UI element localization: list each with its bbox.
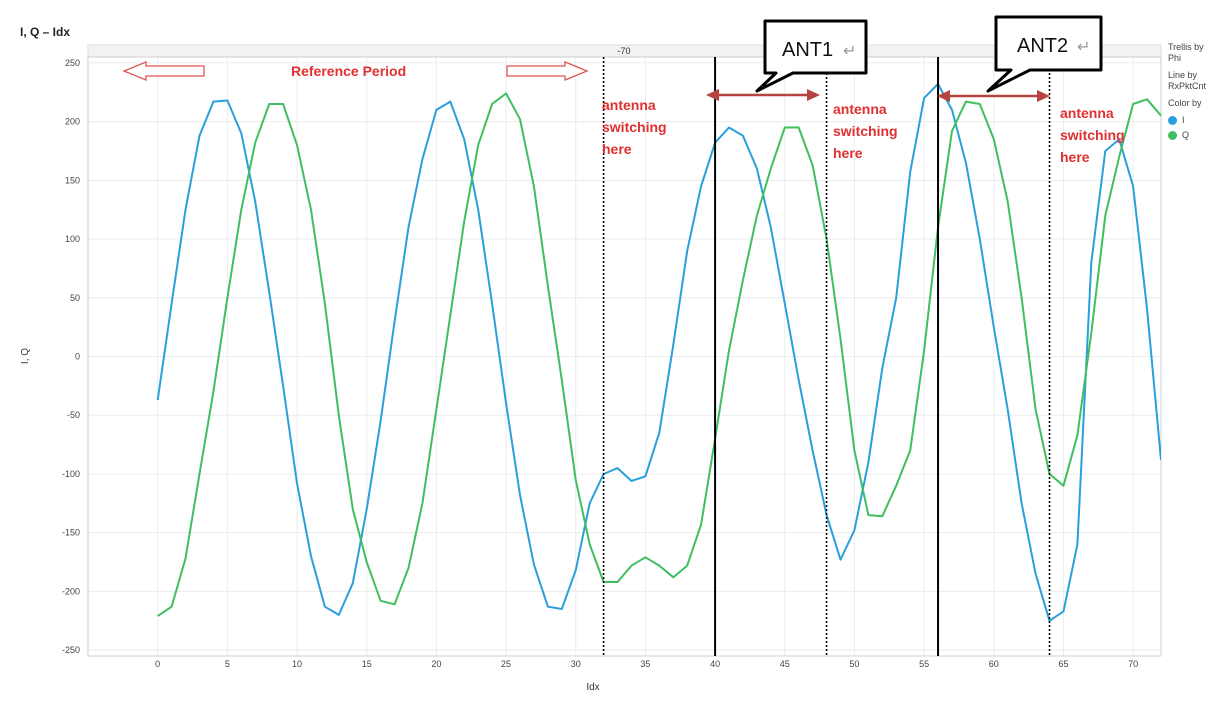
- ant1-label: ANT1: [782, 39, 833, 61]
- y-tick-label: -100: [62, 469, 80, 479]
- legend-color-label: Color by: [1168, 98, 1202, 108]
- y-tick-label: -150: [62, 528, 80, 538]
- antenna-switch-lines: [602, 57, 1051, 656]
- x-tick-label: 45: [780, 659, 790, 669]
- x-tick-label: 60: [989, 659, 999, 669]
- legend-color: Color by: [1168, 98, 1206, 109]
- x-tick-label: 10: [292, 659, 302, 669]
- y-tick-label: 250: [65, 58, 80, 68]
- x-tick-label: 20: [431, 659, 441, 669]
- return-glyph-icon: ↵: [843, 41, 856, 60]
- legend-item-q[interactable]: Q: [1168, 130, 1206, 141]
- x-tick-label: 65: [1058, 659, 1068, 669]
- legend-dot-q-icon: [1168, 131, 1177, 140]
- x-tick-label: 0: [155, 659, 160, 669]
- chart-title: I, Q – Idx: [20, 25, 70, 39]
- legend-item-i[interactable]: I: [1168, 115, 1206, 126]
- x-tick-label: 5: [225, 659, 230, 669]
- legend-trellis-label: Trellis by: [1168, 42, 1204, 52]
- y-tick-label: 200: [65, 117, 80, 127]
- x-tick-labels: 0 5 10 15 20 25 30 35 40 45 50 55 60 65 70: [155, 659, 1138, 669]
- series-line-q: [157, 92, 1161, 617]
- x-axis-label: Idx: [586, 682, 599, 693]
- return-glyph-icon: ↵: [1077, 37, 1090, 56]
- legend-line-value: RxPktCnt: [1168, 81, 1207, 91]
- y-tick-label: 0: [75, 352, 80, 362]
- y-tick-label: -200: [62, 586, 80, 596]
- x-tick-label: 30: [571, 659, 581, 669]
- reference-period-label: Reference Period: [291, 63, 406, 79]
- x-tick-label: 15: [362, 659, 372, 669]
- y-tick-label: 50: [70, 293, 80, 303]
- ant1-callout: [755, 19, 868, 93]
- y-tick-label: 150: [65, 175, 80, 185]
- legend: Trellis by Phi Line by RxPktCnt Color by…: [1168, 42, 1206, 145]
- legend-line-label: Line by: [1168, 70, 1198, 80]
- y-tick-labels: 250 200 150 100 50 0 -50 -100 -150 -200 -250: [62, 58, 80, 655]
- x-tick-label: 35: [640, 659, 650, 669]
- antenna-switching-label-1: antenna switching here: [602, 97, 670, 157]
- y-axis-label: I, Q: [20, 348, 31, 364]
- legend-item-i-label: I: [1182, 115, 1185, 125]
- legend-line: Line by RxPktCnt: [1168, 70, 1206, 92]
- ant1-span-arrow-icon: [706, 89, 820, 101]
- reference-right-arrow-icon: [506, 61, 589, 81]
- legend-item-q-label: Q: [1182, 130, 1190, 140]
- series-lines: [156, 83, 1161, 622]
- plot-frame: [87, 56, 1162, 657]
- panel-label: -70: [617, 46, 630, 56]
- x-tick-label: 50: [849, 659, 859, 669]
- x-tick-label: 55: [919, 659, 929, 669]
- antenna-switching-label-2: antenna switching here: [833, 101, 901, 161]
- legend-trellis: Trellis by Phi: [1168, 42, 1206, 64]
- ant2-span-arrow-icon: [937, 90, 1050, 102]
- legend-trellis-value: Phi: [1168, 53, 1182, 63]
- reference-left-arrow-icon: [122, 61, 205, 81]
- series-line-i: [156, 83, 1161, 622]
- ant2-callout: [986, 15, 1103, 93]
- y-tick-label: -50: [67, 410, 80, 420]
- y-tick-label: 100: [65, 234, 80, 244]
- legend-dot-i-icon: [1168, 116, 1177, 125]
- x-tick-label: 25: [501, 659, 511, 669]
- y-tick-label: -250: [62, 645, 80, 655]
- x-tick-label: 70: [1128, 659, 1138, 669]
- ant2-label: ANT2: [1017, 35, 1068, 57]
- x-tick-label: 40: [710, 659, 720, 669]
- antenna-switching-label-3: antenna switching here: [1060, 105, 1128, 165]
